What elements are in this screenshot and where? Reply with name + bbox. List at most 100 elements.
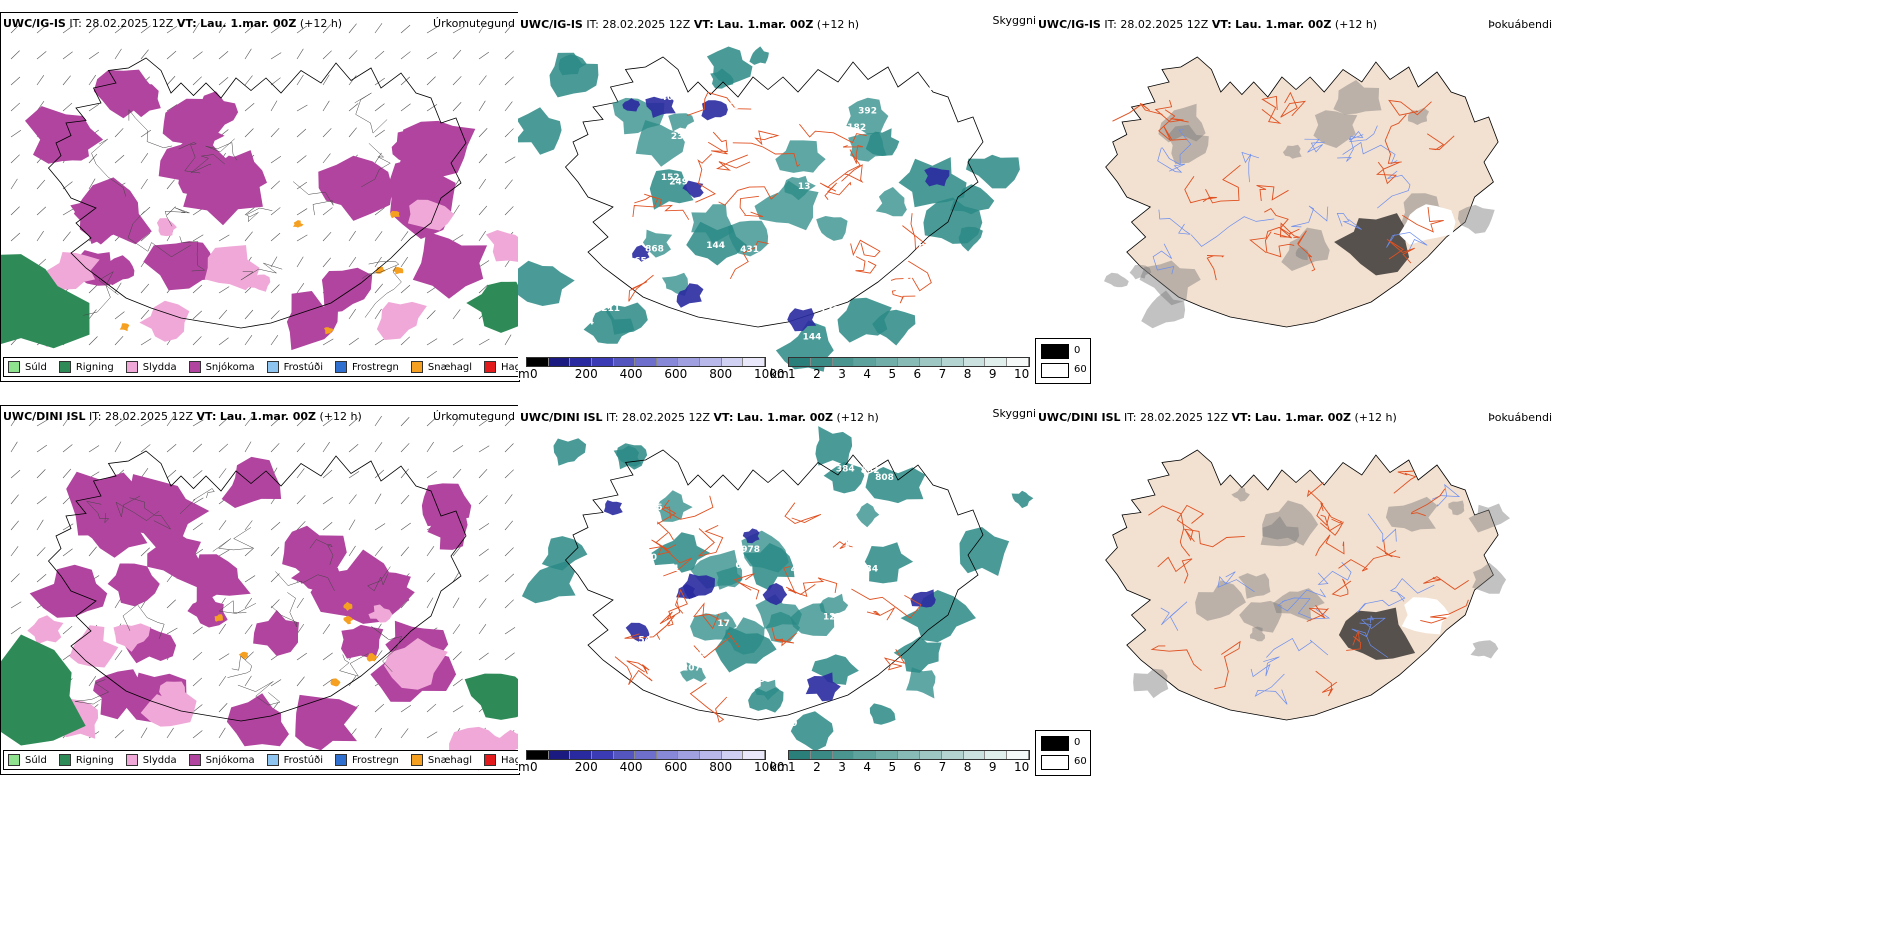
wind-barb bbox=[270, 256, 278, 268]
cloudbase-bar-cell bbox=[743, 358, 766, 366]
wind-barb bbox=[114, 441, 122, 453]
road-line bbox=[659, 600, 681, 625]
snow-area bbox=[143, 241, 225, 291]
fog-key-swatch-60 bbox=[1041, 363, 1069, 378]
snow-area bbox=[66, 471, 147, 541]
road-line bbox=[1277, 589, 1327, 612]
wind-barb bbox=[166, 179, 175, 190]
cloudbase-bar-top bbox=[526, 357, 766, 367]
wind-barb bbox=[88, 103, 100, 112]
wind-barb bbox=[374, 50, 385, 60]
wind-barb bbox=[348, 230, 356, 242]
wind-barb bbox=[452, 416, 461, 427]
wind-barb bbox=[192, 443, 203, 453]
low-visibility-area bbox=[521, 561, 576, 604]
wind-barb bbox=[504, 128, 514, 138]
low-cloud-base-area bbox=[622, 98, 641, 112]
wind-barb bbox=[192, 651, 203, 661]
road-line bbox=[1297, 230, 1316, 272]
road-line bbox=[628, 274, 654, 302]
cloud-base-value: 211 bbox=[601, 304, 620, 314]
road-line bbox=[784, 502, 822, 525]
fog-index-area bbox=[1281, 227, 1330, 271]
road-line bbox=[1337, 134, 1364, 162]
low-visibility-area bbox=[950, 184, 995, 215]
wind-barb bbox=[10, 546, 19, 557]
wind-barb bbox=[192, 284, 203, 294]
low-visibility-area bbox=[661, 272, 688, 297]
wind-barb bbox=[62, 75, 71, 86]
road-line bbox=[1306, 604, 1329, 622]
wind-barb bbox=[400, 468, 409, 479]
road-line bbox=[695, 153, 716, 203]
cloud-panel-bottom: 17 151 956 177 808 978 866 59 416 364 832 177 361 131… bbox=[518, 405, 1036, 773]
wind-barb bbox=[504, 156, 516, 164]
wind-barb bbox=[322, 652, 333, 661]
wind-barb bbox=[10, 154, 20, 164]
legend-label: Haglél bbox=[501, 754, 520, 766]
low-visibility-area bbox=[656, 490, 693, 522]
cloud-base-value: 278 bbox=[848, 655, 867, 665]
cloud-base-value: 237 bbox=[671, 132, 690, 142]
legend-item-frostregn: Frostregn bbox=[335, 754, 399, 766]
legend-label: Snjókoma bbox=[205, 754, 255, 766]
wind-barb bbox=[374, 546, 383, 557]
wind-barb bbox=[478, 495, 488, 505]
fog-index-area bbox=[1273, 588, 1325, 622]
coastline bbox=[564, 56, 984, 328]
low-visibility-area bbox=[518, 260, 575, 306]
wind-barb bbox=[218, 468, 227, 479]
wind-barb bbox=[296, 652, 307, 661]
wind-barb bbox=[504, 627, 516, 635]
wind-barb bbox=[218, 22, 226, 34]
road-line bbox=[1161, 129, 1192, 166]
low-cloud-base-area bbox=[742, 528, 760, 544]
road-line bbox=[1320, 502, 1343, 524]
wind-barb bbox=[62, 548, 73, 557]
legend-label: Slydda bbox=[142, 361, 177, 373]
fog-index-area bbox=[1448, 500, 1465, 516]
road-line bbox=[715, 154, 751, 171]
visibility-tick-label: 3 bbox=[838, 760, 846, 774]
snow-area bbox=[295, 694, 358, 751]
wind-barb bbox=[62, 51, 73, 60]
legend-item-slydda: Slydda bbox=[125, 754, 177, 766]
wind-barb bbox=[166, 415, 175, 427]
wind-barb bbox=[322, 153, 331, 164]
wind-barb bbox=[270, 284, 280, 294]
legend-item-snjókoma: Snjókoma bbox=[188, 754, 255, 766]
visibility-bar-cell bbox=[1007, 358, 1029, 366]
road-line bbox=[902, 213, 927, 250]
wind-barb bbox=[10, 24, 20, 34]
cloudbase-bar-cell bbox=[635, 751, 657, 759]
wind-barb bbox=[504, 494, 513, 505]
low-cloud-base-area bbox=[924, 167, 950, 187]
wind-barb bbox=[322, 128, 332, 138]
low-visibility-area bbox=[864, 542, 914, 584]
visibility-bar-cell bbox=[919, 358, 942, 366]
snow-grains-area bbox=[390, 210, 400, 219]
cloudbase-tick-label: 0 bbox=[530, 367, 538, 381]
cloud-base-value: 207 bbox=[682, 664, 701, 674]
fog-key-swatch-0-b bbox=[1041, 736, 1069, 751]
low-visibility-area bbox=[846, 97, 889, 135]
fog-panel-top: UWC/IG-IS IT: 28.02.2025 12Z VT: Lau. 1.… bbox=[1036, 12, 1556, 380]
cloudbase-bar-cell bbox=[656, 358, 679, 366]
wind-barb bbox=[218, 309, 228, 320]
wind-barb bbox=[218, 703, 228, 713]
cloud-base-value: 182 bbox=[847, 123, 866, 133]
wind-barb bbox=[218, 337, 229, 346]
legend-label: Slydda bbox=[142, 754, 177, 766]
road-line bbox=[733, 573, 760, 600]
low-visibility-area bbox=[710, 68, 734, 89]
cloudbase-bar-cell bbox=[721, 358, 744, 366]
low-visibility-area bbox=[875, 187, 907, 217]
wind-barb bbox=[244, 441, 252, 453]
visibility-tick-label: 9 bbox=[988, 760, 997, 774]
road-line bbox=[1426, 133, 1455, 151]
wind-barb bbox=[478, 153, 488, 164]
road-line bbox=[732, 142, 801, 168]
wind-barb bbox=[10, 441, 18, 453]
road-line bbox=[129, 497, 171, 530]
legend-label: Frostúði bbox=[283, 361, 323, 373]
